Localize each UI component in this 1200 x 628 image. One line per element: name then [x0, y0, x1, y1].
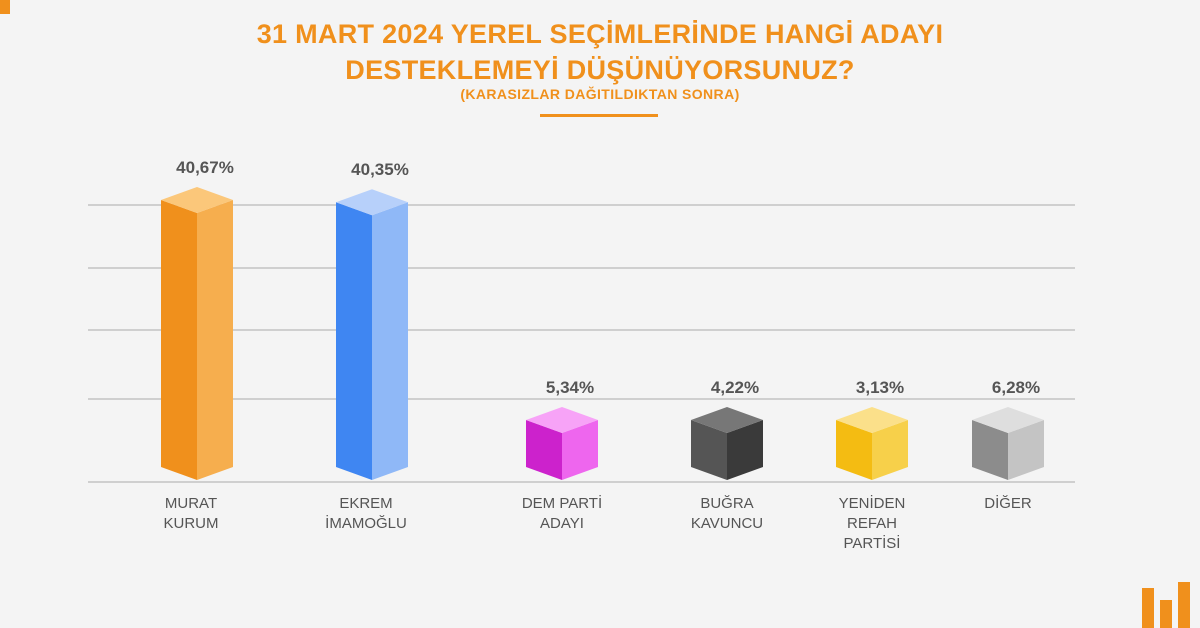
value-label: 4,22% — [711, 378, 759, 397]
bar-face-right — [727, 420, 763, 480]
bar-face-left — [526, 420, 562, 480]
bar-face-left — [836, 420, 872, 480]
brand-logo — [1142, 582, 1190, 628]
gridlines — [88, 204, 1075, 483]
bar — [836, 407, 908, 480]
category-label: PARTİSİ — [844, 534, 901, 552]
bar — [691, 407, 763, 480]
category-label: EKREM — [339, 495, 392, 512]
bar-top — [161, 187, 233, 213]
bar-top — [836, 407, 908, 433]
bar — [972, 407, 1044, 480]
category-label: ADAYI — [540, 515, 584, 532]
value-label: 6,28% — [992, 378, 1040, 397]
bar-top — [972, 407, 1044, 433]
value-labels: 40,67% 40,35% 5,34% 4,22% 3,13% 6,28% — [176, 158, 1040, 397]
category-label: REFAH — [847, 515, 897, 532]
bar-face-right — [1008, 420, 1044, 480]
bar-face-right — [372, 202, 408, 480]
bar-face-left — [691, 420, 727, 480]
bar — [526, 407, 598, 480]
bar-face-left — [336, 202, 372, 480]
bars — [161, 187, 1044, 480]
chart-title-line1: 31 MART 2024 YEREL SEÇİMLERİNDE HANGİ AD… — [256, 19, 944, 49]
bar-face-right — [872, 420, 908, 480]
value-label: 3,13% — [856, 378, 904, 397]
bar-face-left — [161, 200, 197, 480]
corner-accent — [0, 0, 10, 14]
bar-top — [336, 189, 408, 216]
category-label: YENİDEN — [839, 494, 906, 512]
category-label: DEM PARTİ — [522, 494, 602, 512]
value-label: 40,67% — [176, 158, 234, 177]
chart-title-line2: DESTEKLEMEYİ DÜŞÜNÜYORSUNUZ? — [345, 55, 855, 85]
category-label: KURUM — [164, 515, 219, 532]
category-label: DİĞER — [984, 494, 1032, 512]
category-label: İMAMOĞLU — [325, 514, 407, 532]
bar-top — [691, 407, 763, 433]
bar-face-right — [562, 420, 598, 480]
category-label: MURAT — [165, 495, 217, 512]
chart-subtitle: (KARASIZLAR DAĞITILDIKTAN SONRA) — [460, 86, 740, 102]
category-label: BUĞRA — [700, 495, 753, 512]
bar-face-left — [972, 420, 1008, 480]
bar-face-right — [197, 200, 233, 480]
chart-title: 31 MART 2024 YEREL SEÇİMLERİNDE HANGİ AD… — [0, 16, 1200, 88]
bar-top — [526, 407, 598, 433]
category-labels: MURAT KURUM EKREM İMAMOĞLU DEM PARTİ ADAYI BUĞ… — [164, 494, 1032, 552]
bar — [336, 189, 408, 480]
category-label: KAVUNCU — [691, 515, 763, 532]
value-label: 5,34% — [546, 378, 594, 397]
bar — [161, 187, 233, 480]
value-label: 40,35% — [351, 160, 409, 179]
title-underline — [540, 114, 658, 117]
